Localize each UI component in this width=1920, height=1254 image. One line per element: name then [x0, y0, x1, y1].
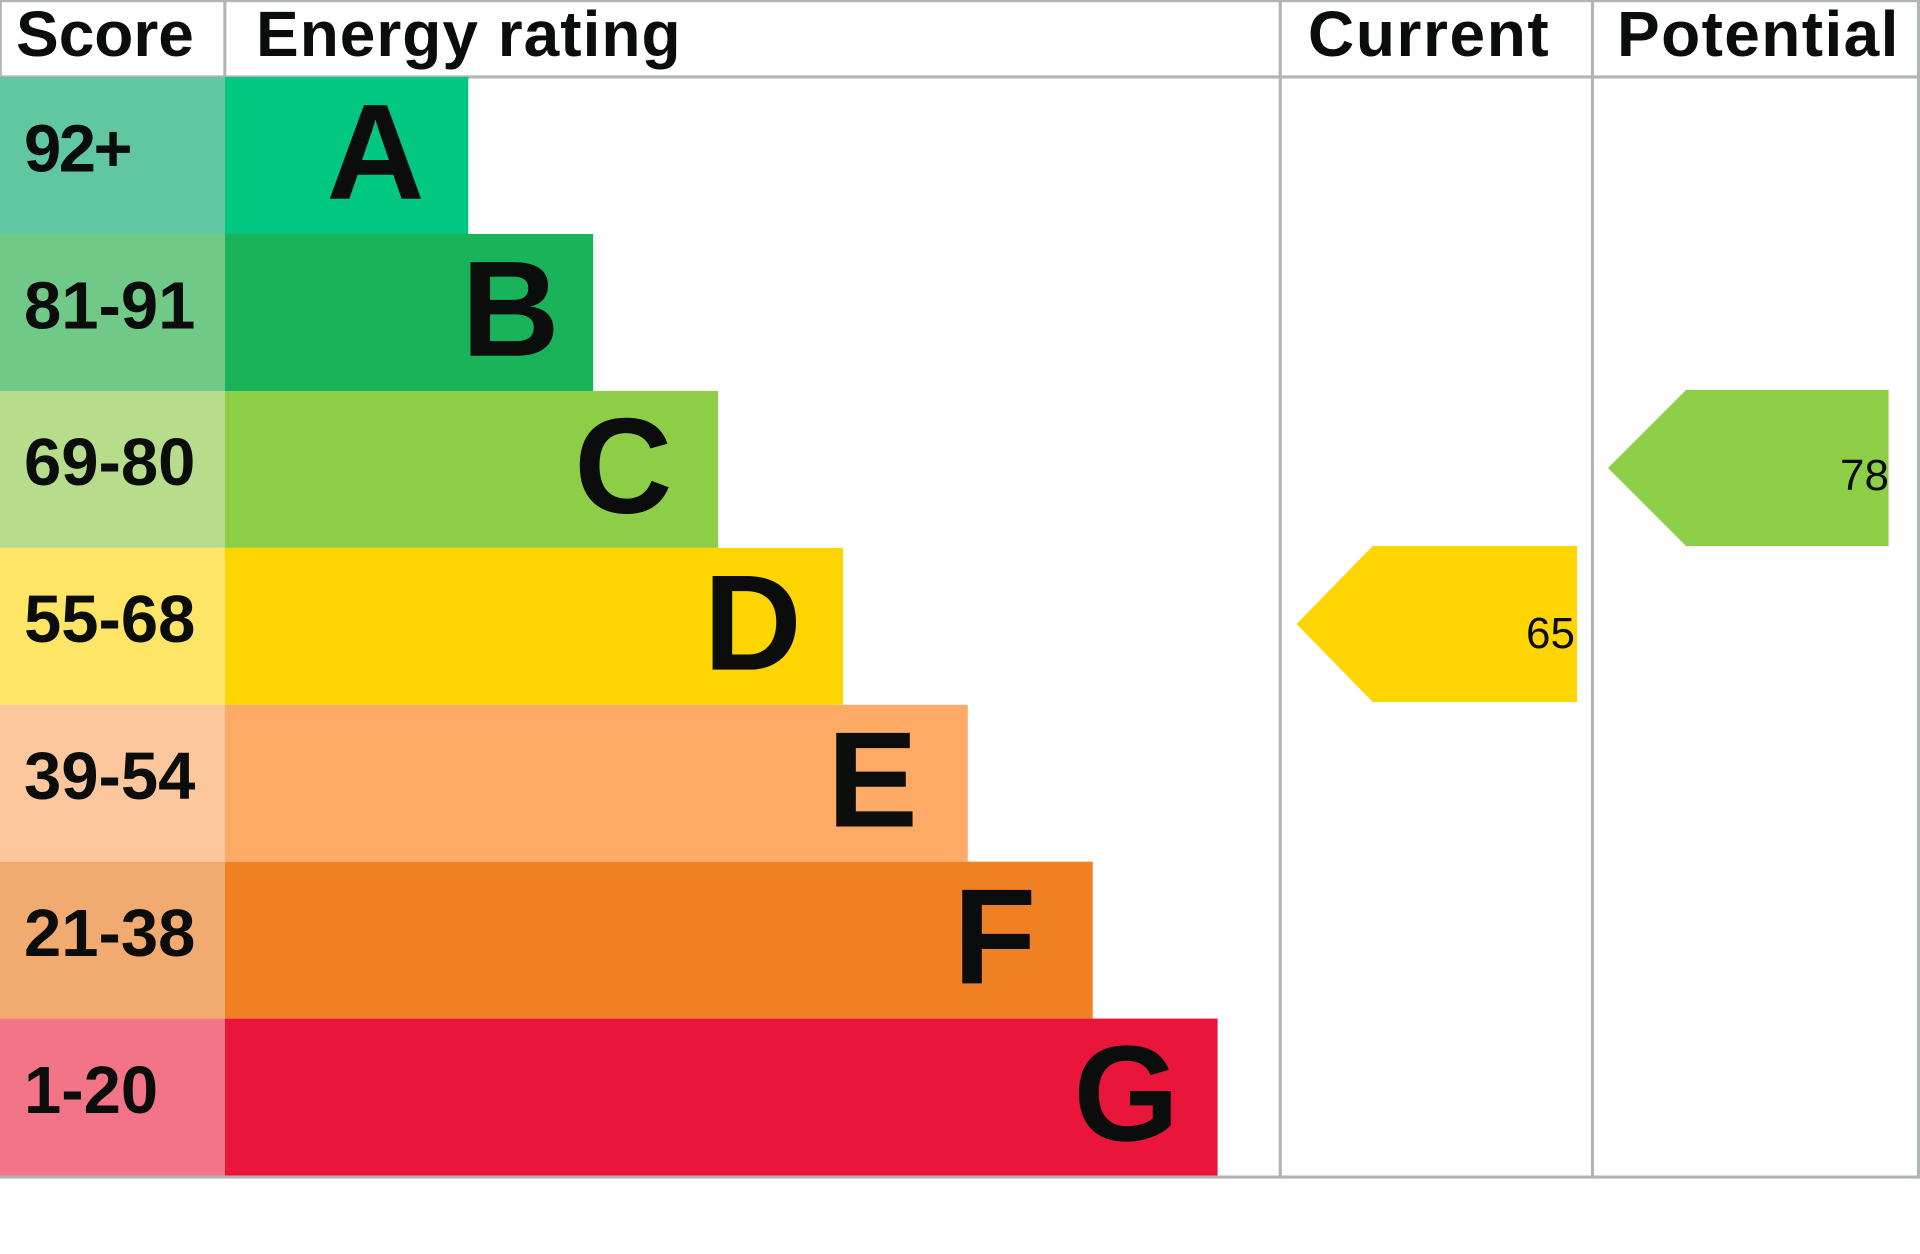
svg-text:B: B [461, 233, 559, 385]
svg-text:Potential: Potential [1617, 0, 1900, 70]
svg-text:Energy rating: Energy rating [256, 0, 682, 70]
svg-text:Score: Score [16, 0, 194, 70]
svg-text:E: E [827, 704, 918, 856]
svg-text:Current: Current [1308, 0, 1550, 70]
svg-text:92+: 92+ [24, 111, 131, 186]
svg-text:A: A [326, 76, 424, 228]
svg-text:D: D [703, 547, 801, 699]
svg-text:39-54: 39-54 [24, 739, 195, 814]
svg-text:65: 65 [1526, 609, 1575, 658]
svg-text:69-80: 69-80 [24, 425, 195, 500]
svg-text:G: G [1073, 1017, 1179, 1169]
svg-text:78: 78 [1840, 451, 1889, 500]
svg-text:C: C [574, 390, 672, 542]
svg-text:55-68: 55-68 [24, 582, 195, 657]
svg-text:21-38: 21-38 [24, 896, 195, 971]
svg-text:81-91: 81-91 [24, 268, 195, 343]
svg-text:1-20: 1-20 [24, 1053, 158, 1128]
svg-text:F: F [953, 860, 1036, 1012]
